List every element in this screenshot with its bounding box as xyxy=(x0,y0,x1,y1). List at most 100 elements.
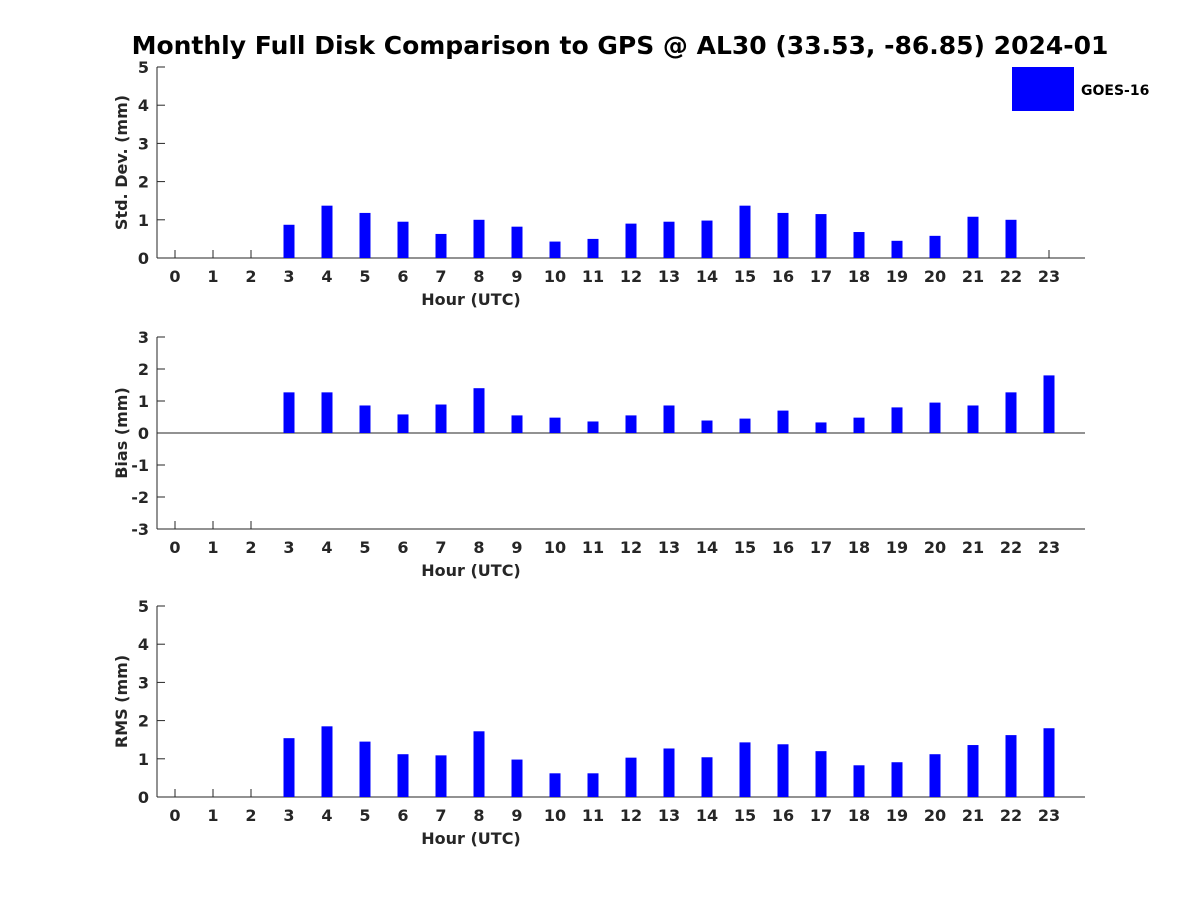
y-tick-label: -2 xyxy=(131,488,149,507)
x-tick-label: 2 xyxy=(245,267,256,286)
x-tick-label: 15 xyxy=(734,806,756,825)
rms-mm-bar-hour-18 xyxy=(853,765,865,797)
x-tick-label: 0 xyxy=(169,538,180,557)
x-tick-label: 22 xyxy=(1000,538,1022,557)
rms-mm-bar-hour-22 xyxy=(1005,735,1017,797)
x-tick-label: 22 xyxy=(1000,267,1022,286)
x-tick-label: 11 xyxy=(582,538,604,557)
x-tick-label: 16 xyxy=(772,267,794,286)
rms-mm-bar-hour-15 xyxy=(739,742,751,797)
bias-mm-bar-hour-13 xyxy=(663,405,675,433)
std-dev-mm-bar-hour-3 xyxy=(283,224,295,258)
rms-mm-bar-hour-7 xyxy=(435,755,447,797)
rms-mm-bar-hour-13 xyxy=(663,748,675,797)
x-tick-label: 2 xyxy=(245,538,256,557)
x-tick-label: 21 xyxy=(962,267,984,286)
bias-mm-bar-hour-4 xyxy=(321,392,333,433)
x-tick-label: 6 xyxy=(397,806,408,825)
x-tick-label: 3 xyxy=(283,806,294,825)
bias-mm-bar-hour-5 xyxy=(359,405,371,433)
y-tick-label: 5 xyxy=(138,58,149,77)
x-tick-label: 20 xyxy=(924,538,946,557)
x-tick-label: 12 xyxy=(620,267,642,286)
std-dev-mm-bar-hour-20 xyxy=(929,235,941,258)
std-dev-mm-bar-hour-8 xyxy=(473,219,485,258)
rms-mm-bar-hour-12 xyxy=(625,757,637,797)
y-tick-label: 3 xyxy=(138,328,149,347)
legend-label: GOES-16 xyxy=(1081,83,1149,99)
y-axis-label: RMS (mm) xyxy=(112,655,131,748)
bias-mm-bar-hour-8 xyxy=(473,388,485,433)
x-tick-label: 5 xyxy=(359,806,370,825)
x-tick-label: 13 xyxy=(658,267,680,286)
y-tick-label: 0 xyxy=(138,424,149,443)
x-tick-label: 19 xyxy=(886,806,908,825)
y-axis-label: Bias (mm) xyxy=(112,387,131,479)
rms-mm-bar-hour-11 xyxy=(587,773,599,797)
std-dev-mm-bar-hour-12 xyxy=(625,223,637,258)
x-tick-label: 16 xyxy=(772,806,794,825)
x-tick-label: 7 xyxy=(435,538,446,557)
y-tick-label: 0 xyxy=(138,249,149,268)
x-tick-label: 13 xyxy=(658,538,680,557)
x-tick-label: 11 xyxy=(582,806,604,825)
bias-mm-bar-hour-10 xyxy=(549,417,561,433)
bias-mm-bar-hour-16 xyxy=(777,410,789,433)
legend-swatch-goes-16 xyxy=(1012,67,1074,111)
y-tick-label: 2 xyxy=(138,173,149,192)
rms-mm-bar-hour-9 xyxy=(511,759,523,797)
std-dev-mm-bar-hour-17 xyxy=(815,214,827,258)
rms-mm-bar-hour-3 xyxy=(283,738,295,797)
bias-mm-bar-hour-23 xyxy=(1043,375,1055,433)
std-dev-mm-bar-hour-13 xyxy=(663,221,675,258)
x-tick-label: 11 xyxy=(582,267,604,286)
y-tick-label: 3 xyxy=(138,673,149,692)
x-axis-label: Hour (UTC) xyxy=(421,561,521,580)
x-tick-label: 22 xyxy=(1000,806,1022,825)
rms-mm-bar-hour-23 xyxy=(1043,728,1055,797)
x-tick-label: 9 xyxy=(511,538,522,557)
x-tick-label: 12 xyxy=(620,806,642,825)
bias-mm-bar-hour-14 xyxy=(701,420,713,433)
y-tick-label: 3 xyxy=(138,134,149,153)
x-tick-label: 0 xyxy=(169,267,180,286)
y-tick-label: 0 xyxy=(138,788,149,807)
std-dev-mm-bar-hour-5 xyxy=(359,212,371,258)
std-dev-mm-bar-hour-19 xyxy=(891,240,903,258)
x-tick-label: 10 xyxy=(544,806,566,825)
std-dev-mm-bar-hour-6 xyxy=(397,221,409,258)
bias-mm-bar-hour-20 xyxy=(929,402,941,433)
bias-mm-bar-hour-11 xyxy=(587,421,599,433)
rms-mm-bar-hour-17 xyxy=(815,751,827,797)
std-dev-mm-bar-hour-21 xyxy=(967,216,979,258)
x-tick-label: 7 xyxy=(435,267,446,286)
x-tick-label: 14 xyxy=(696,806,718,825)
x-tick-label: 1 xyxy=(207,806,218,825)
bias-mm-bar-hour-6 xyxy=(397,414,409,433)
x-tick-label: 9 xyxy=(511,267,522,286)
x-tick-label: 23 xyxy=(1038,538,1060,557)
std-dev-mm-bar-hour-15 xyxy=(739,205,751,258)
std-dev-mm-bar-hour-9 xyxy=(511,226,523,258)
bias-mm-bar-hour-17 xyxy=(815,422,827,433)
bias-mm-bar-hour-21 xyxy=(967,405,979,433)
x-tick-label: 21 xyxy=(962,538,984,557)
x-tick-label: 21 xyxy=(962,806,984,825)
x-tick-label: 5 xyxy=(359,267,370,286)
x-tick-label: 12 xyxy=(620,538,642,557)
x-tick-label: 1 xyxy=(207,267,218,286)
y-tick-label: 1 xyxy=(138,211,149,230)
std-dev-mm-bar-hour-7 xyxy=(435,233,447,258)
rms-mm-bar-hour-20 xyxy=(929,754,941,797)
x-tick-label: 0 xyxy=(169,806,180,825)
rms-mm-bar-hour-6 xyxy=(397,754,409,797)
x-tick-label: 14 xyxy=(696,538,718,557)
y-tick-label: 5 xyxy=(138,597,149,616)
x-tick-label: 3 xyxy=(283,267,294,286)
bias-mm-bar-hour-22 xyxy=(1005,392,1017,433)
std-dev-mm-bar-hour-10 xyxy=(549,241,561,258)
bias-mm-bar-hour-15 xyxy=(739,418,751,433)
bias-mm-bar-hour-12 xyxy=(625,415,637,433)
